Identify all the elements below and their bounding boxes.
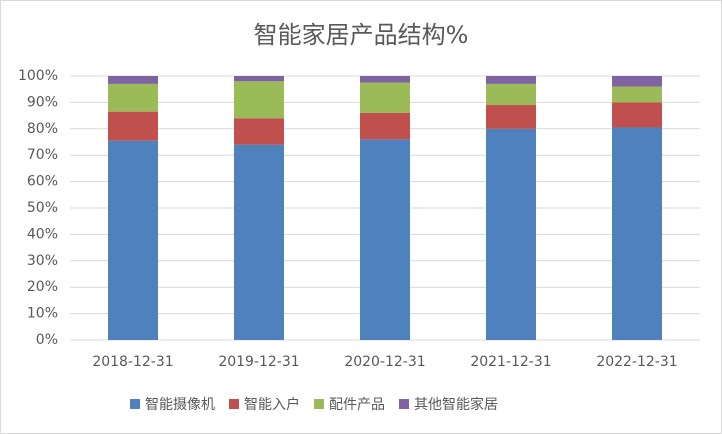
bar-segment bbox=[108, 111, 158, 141]
bar-segment bbox=[486, 105, 536, 129]
bar-segment bbox=[486, 76, 536, 84]
bar-segment bbox=[108, 83, 158, 112]
bar-segment bbox=[612, 76, 662, 87]
y-tick-label: 0% bbox=[36, 332, 58, 348]
bar-segment bbox=[360, 139, 410, 340]
x-tick-label: 2018-12-31 bbox=[92, 354, 173, 370]
y-tick-label: 20% bbox=[27, 279, 58, 295]
bar-segment bbox=[108, 140, 158, 340]
x-tick-label: 2021-12-31 bbox=[470, 354, 551, 370]
x-tick-label: 2019-12-31 bbox=[218, 354, 299, 370]
legend-swatch bbox=[399, 399, 409, 409]
bar-segment bbox=[612, 102, 662, 128]
legend-label: 智能摄像机 bbox=[145, 397, 215, 413]
bar-segment bbox=[360, 82, 410, 113]
bar-segment bbox=[486, 128, 536, 340]
bar-segment bbox=[234, 81, 284, 119]
chart-title: 智能家居产品结构% bbox=[254, 21, 469, 49]
bar-segment bbox=[486, 83, 536, 106]
legend-swatch bbox=[314, 399, 324, 409]
bar-segment bbox=[108, 76, 158, 84]
y-tick-label: 10% bbox=[27, 306, 58, 322]
legend-label: 配件产品 bbox=[329, 397, 385, 413]
y-tick-label: 40% bbox=[27, 226, 58, 242]
x-tick-label: 2022-12-31 bbox=[596, 354, 677, 370]
y-tick-label: 90% bbox=[27, 94, 58, 110]
y-tick-label: 100% bbox=[18, 68, 58, 84]
bar-segment bbox=[612, 127, 662, 340]
bar-segment bbox=[360, 76, 410, 83]
bar-segment bbox=[612, 86, 662, 103]
y-tick-label: 50% bbox=[27, 200, 58, 216]
bar-segment bbox=[234, 76, 284, 82]
x-tick-label: 2020-12-31 bbox=[344, 354, 425, 370]
legend-label: 智能入户 bbox=[244, 396, 300, 413]
y-tick-label: 70% bbox=[27, 147, 58, 163]
legend-swatch bbox=[130, 399, 140, 409]
bar-segment bbox=[234, 118, 284, 145]
bar-segment bbox=[360, 112, 410, 140]
legend-swatch bbox=[229, 399, 239, 409]
y-tick-label: 30% bbox=[27, 253, 58, 269]
legend-label: 其他智能家居 bbox=[414, 396, 498, 413]
y-tick-label: 60% bbox=[27, 174, 58, 190]
bar-segment bbox=[234, 144, 284, 340]
y-tick-label: 80% bbox=[27, 121, 58, 137]
